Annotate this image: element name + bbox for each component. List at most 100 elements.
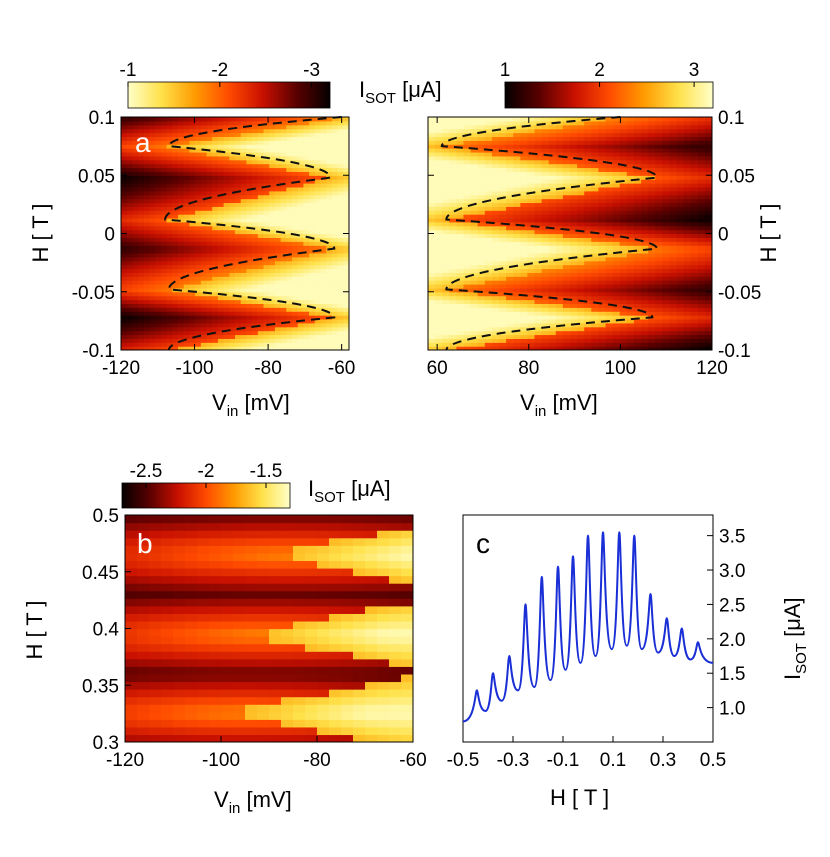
- heatmap-cell: [704, 229, 712, 235]
- heatmap-cell: [149, 221, 156, 227]
- heatmap-cell: [534, 190, 543, 196]
- heatmap-cell: [149, 268, 156, 273]
- heatmap-cell: [499, 287, 507, 293]
- heatmap-cell: [183, 334, 190, 339]
- heatmap-cell: [499, 198, 507, 204]
- heatmap-cell: [598, 194, 607, 200]
- heatmap-cell: [292, 194, 299, 200]
- heatmap-cell: [217, 287, 225, 293]
- heatmap-cell: [229, 276, 236, 281]
- colorbar-a-left: [127, 81, 331, 109]
- heatmap-cell: [343, 295, 349, 301]
- heatmap-cell: [456, 159, 465, 165]
- heatmap-cell: [320, 179, 327, 184]
- heatmap-cell: [269, 194, 276, 200]
- heatmap-cell: [303, 144, 310, 149]
- heatmap-cell: [470, 307, 479, 312]
- heatmap-cell: [160, 256, 168, 262]
- heatmap-cell: [320, 190, 327, 196]
- heatmap-cell: [463, 307, 472, 312]
- heatmap-cell: [206, 276, 213, 281]
- heatmap-cell: [534, 136, 543, 141]
- heatmap-cell: [669, 237, 678, 242]
- heatmap-cell: [217, 217, 225, 223]
- heatmap-cell: [303, 202, 310, 207]
- heatmap-cell: [449, 186, 457, 192]
- heatmap-cell: [435, 190, 443, 196]
- heatmap-cell: [513, 268, 521, 273]
- heatmap-cell: [477, 272, 486, 277]
- heatmap-cell: [143, 276, 151, 281]
- heatmap-cell: [178, 256, 185, 262]
- heatmap-cell: [303, 256, 310, 262]
- heatmap-cell: [619, 283, 628, 289]
- heatmap-cell: [598, 214, 607, 219]
- heatmap-cell: [456, 175, 465, 180]
- heatmap-cell: [178, 214, 185, 219]
- heatmap-cell: [212, 229, 219, 235]
- heatmap-cell: [121, 287, 128, 293]
- heatmap-cell: [690, 276, 699, 281]
- heatmap-cell: [235, 260, 242, 266]
- heatmap-cell: [449, 183, 457, 188]
- heatmap-cell: [655, 155, 663, 161]
- heatmap-cell: [534, 326, 543, 332]
- heatmap-cell: [326, 136, 333, 141]
- heatmap-cell: [200, 283, 208, 289]
- heatmap-cell: [676, 303, 685, 308]
- heatmap-cell: [619, 202, 628, 207]
- heatmap-cell: [240, 217, 247, 223]
- heatmap-cell: [155, 315, 162, 320]
- heatmap-cell: [337, 268, 344, 273]
- heatmap-cell: [463, 183, 472, 188]
- heatmap-cell: [132, 252, 139, 258]
- heatmap-cell: [132, 338, 139, 343]
- heatmap-cell: [320, 260, 327, 266]
- heatmap-cell: [297, 179, 304, 184]
- heatmap-cell: [584, 190, 592, 196]
- heatmap-cell: [704, 159, 712, 165]
- heatmap-cell: [149, 163, 156, 169]
- heatmap-cell: [683, 322, 692, 328]
- heatmap-cell: [257, 318, 265, 324]
- heatmap-cell: [570, 117, 578, 122]
- heatmap-cell: [612, 315, 621, 320]
- heatmap-cell: [641, 132, 649, 138]
- heatmap-cell: [435, 210, 443, 215]
- heatmap-cell: [235, 256, 242, 262]
- heatmap-cell: [449, 318, 457, 324]
- heatmap-cell: [484, 233, 493, 238]
- heatmap-cell: [246, 334, 253, 339]
- heatmap-cell: [605, 260, 614, 266]
- heatmap-cell: [172, 245, 179, 250]
- heatmap-cell: [527, 194, 536, 200]
- heatmap-cell: [320, 151, 327, 157]
- heatmap-cell: [655, 299, 663, 304]
- heatmap-cell: [704, 326, 712, 332]
- heatmap-cell: [463, 214, 472, 219]
- heatmap-cell: [506, 179, 514, 184]
- heatmap-cell: [137, 726, 150, 736]
- heatmap-cell: [172, 117, 179, 122]
- heatmap-cell: [435, 198, 443, 204]
- heatmap-cell: [155, 194, 162, 200]
- heatmap-cell: [206, 318, 213, 324]
- heatmap-cell: [343, 283, 349, 289]
- heatmap-cell: [200, 245, 208, 250]
- heatmap-cell: [132, 206, 139, 211]
- heatmap-cell: [555, 183, 564, 188]
- heatmap-cell: [320, 120, 327, 126]
- heatmap-cell: [303, 326, 310, 332]
- heatmap-cell: [591, 268, 599, 273]
- heatmap-cell: [132, 299, 139, 304]
- heatmap-cell: [605, 342, 614, 347]
- heatmap-cell: [286, 117, 293, 122]
- heatmap-cell: [655, 171, 663, 176]
- heatmap-cell: [200, 221, 208, 227]
- heatmap-cell: [435, 217, 443, 223]
- heatmap-cell: [166, 198, 173, 204]
- heatmap-cell: [456, 307, 465, 312]
- heatmap-cell: [212, 120, 219, 126]
- heatmap-cell: [491, 155, 500, 161]
- heatmap-cell: [527, 214, 536, 219]
